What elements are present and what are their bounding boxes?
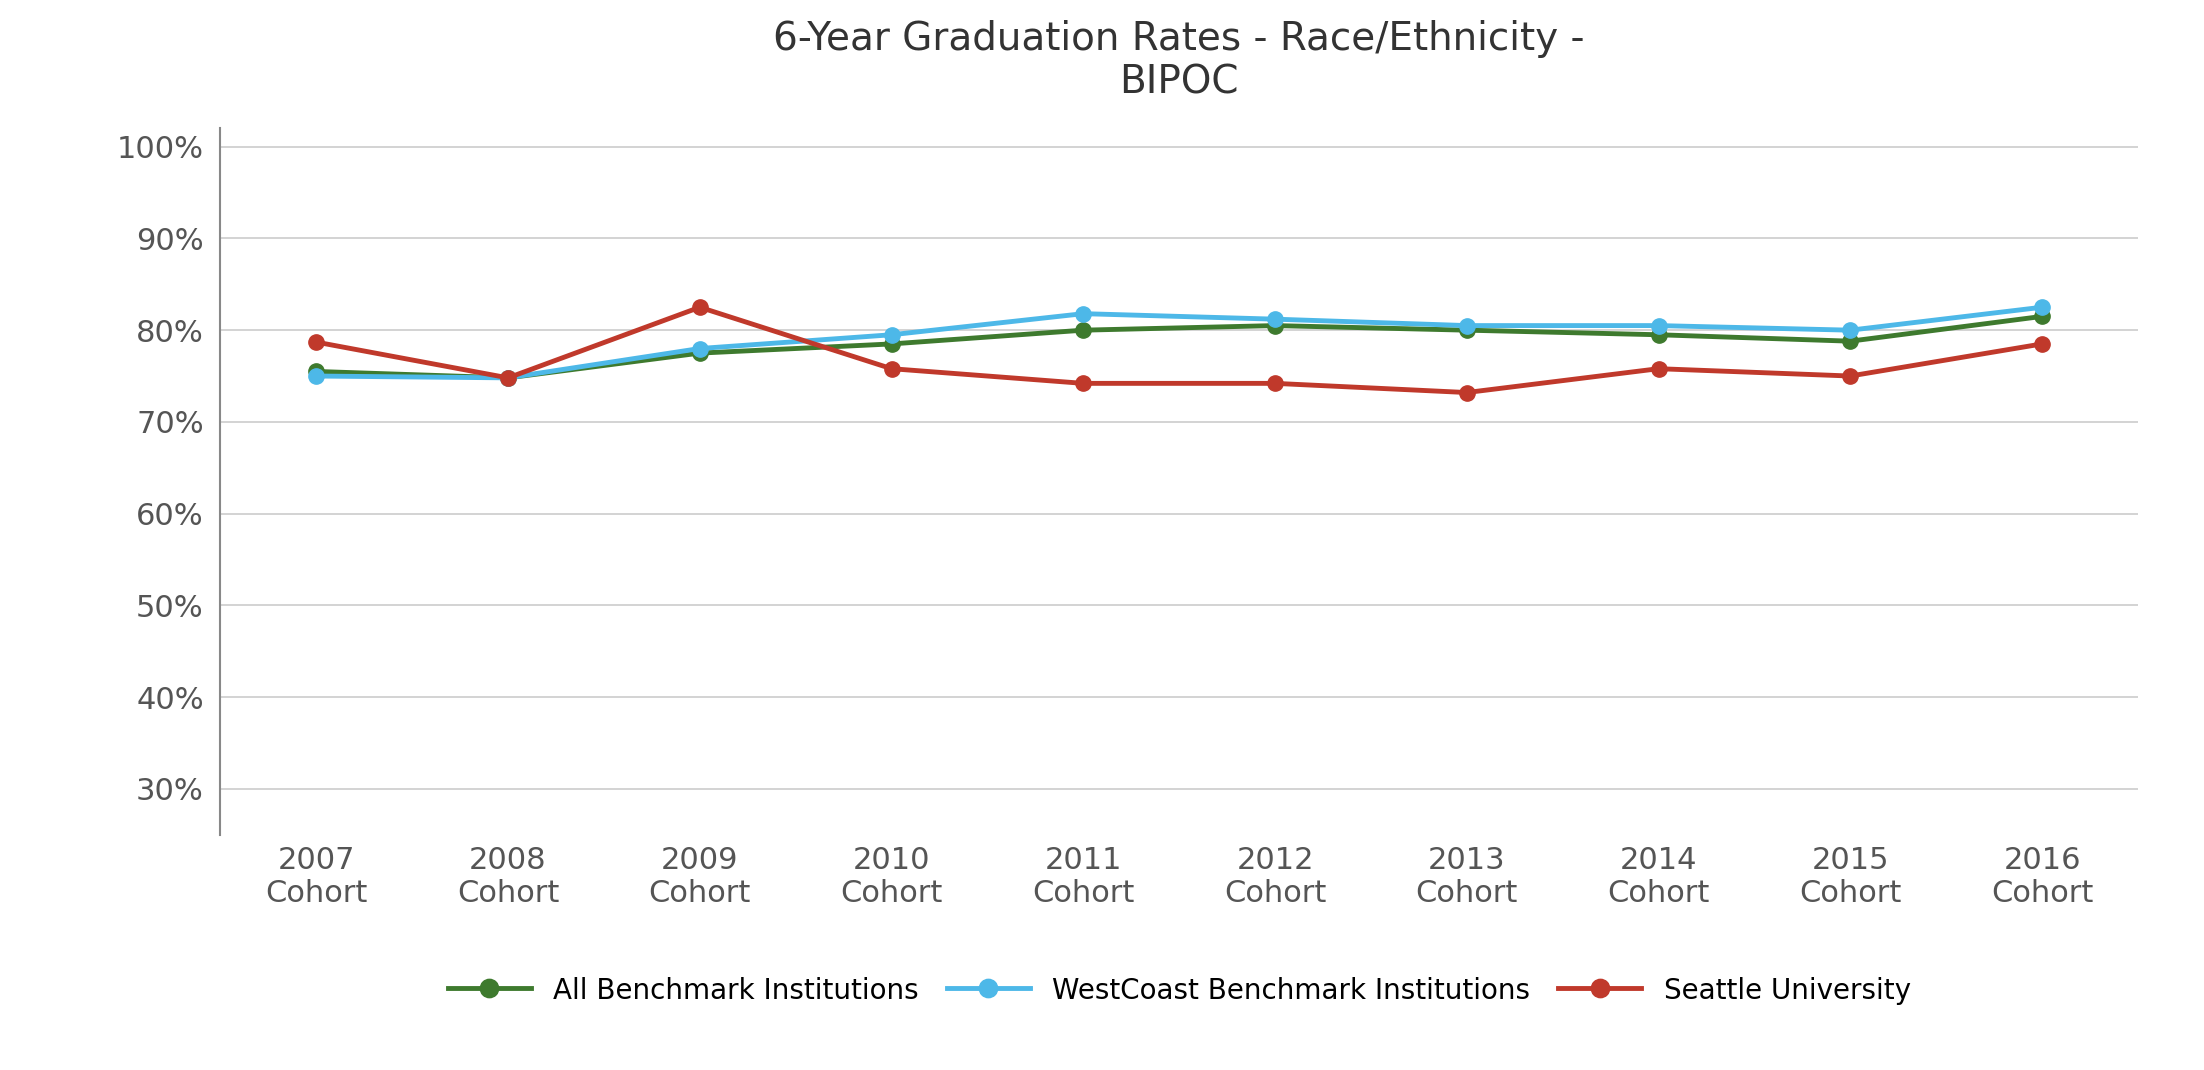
Seattle University — [1455, 386, 1481, 399]
Seattle University — [1071, 377, 1098, 389]
WestCoast Benchmark Institutions — [1071, 307, 1098, 320]
All Benchmark Institutions — [877, 337, 904, 350]
All Benchmark Institutions — [688, 347, 714, 360]
WestCoast Benchmark Institutions — [1261, 312, 1287, 325]
All Benchmark Institutions — [1071, 324, 1098, 337]
Line: WestCoast Benchmark Institutions: WestCoast Benchmark Institutions — [309, 300, 2050, 385]
Legend: All Benchmark Institutions, WestCoast Benchmark Institutions, Seattle University: All Benchmark Institutions, WestCoast Be… — [434, 963, 1924, 1019]
All Benchmark Institutions — [302, 365, 331, 378]
All Benchmark Institutions — [1261, 319, 1287, 332]
Seattle University — [1838, 369, 1865, 382]
All Benchmark Institutions — [1838, 335, 1865, 348]
WestCoast Benchmark Institutions — [1838, 324, 1865, 337]
WestCoast Benchmark Institutions — [877, 328, 904, 341]
Seattle University — [2030, 337, 2056, 350]
All Benchmark Institutions — [1455, 324, 1481, 337]
Line: All Benchmark Institutions: All Benchmark Institutions — [309, 309, 2050, 385]
WestCoast Benchmark Institutions — [1455, 319, 1481, 332]
Seattle University — [1644, 363, 1673, 376]
WestCoast Benchmark Institutions — [494, 371, 522, 384]
Seattle University — [688, 301, 714, 314]
All Benchmark Institutions — [2030, 310, 2056, 323]
WestCoast Benchmark Institutions — [688, 342, 714, 355]
Seattle University — [494, 371, 522, 384]
Seattle University — [302, 336, 331, 349]
WestCoast Benchmark Institutions — [302, 369, 331, 382]
WestCoast Benchmark Institutions — [1644, 319, 1673, 332]
Seattle University — [1261, 377, 1287, 389]
Title: 6-Year Graduation Rates - Race/Ethnicity -
BIPOC: 6-Year Graduation Rates - Race/Ethnicity… — [774, 19, 1585, 102]
All Benchmark Institutions — [494, 371, 522, 384]
Line: Seattle University: Seattle University — [309, 300, 2050, 400]
All Benchmark Institutions — [1644, 328, 1673, 341]
WestCoast Benchmark Institutions — [2030, 301, 2056, 314]
Seattle University — [877, 363, 904, 376]
